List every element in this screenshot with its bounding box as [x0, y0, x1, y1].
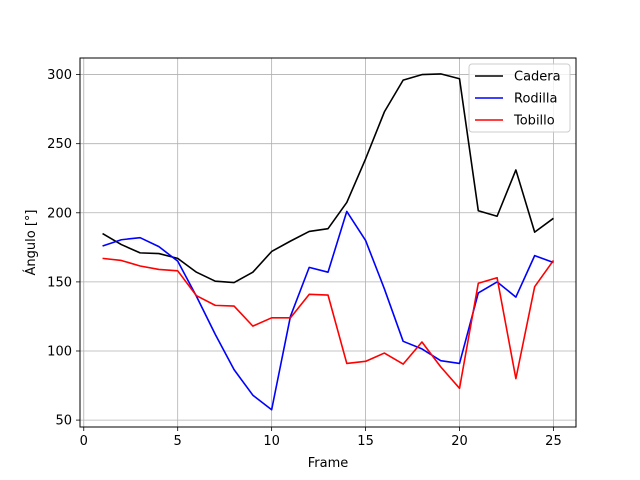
x-tick-label: 20	[451, 434, 468, 449]
y-tick-label: 200	[47, 206, 72, 221]
x-tick-label: 5	[174, 434, 182, 449]
series-line-tobillo	[102, 257, 555, 390]
legend-label-tobillo: Tobillo	[513, 114, 555, 129]
y-axis-label: Ángulo [°]	[23, 210, 39, 276]
y-axis-ticks: 50 100 150 200 250 300	[47, 68, 80, 429]
legend: Cadera Rodilla Tobillo	[468, 63, 571, 133]
x-tick-label: 15	[357, 434, 374, 449]
series-line-cadera	[102, 73, 554, 284]
y-tick-label: 100	[47, 344, 72, 359]
legend-box	[468, 63, 571, 133]
grid	[80, 58, 576, 427]
x-axis-ticks: 0 5 10 15 20 25	[80, 427, 562, 449]
y-tick-label: 50	[55, 414, 72, 429]
x-tick-label: 10	[263, 434, 280, 449]
series-layer	[102, 73, 555, 411]
x-tick-label: 0	[80, 434, 88, 449]
x-axis-label: Frame	[308, 456, 349, 471]
y-tick-label: 150	[47, 275, 72, 290]
legend-label-rodilla: Rodilla	[514, 92, 557, 107]
legend-label-cadera: Cadera	[514, 70, 561, 85]
plot-frame	[79, 57, 577, 428]
x-tick-label: 25	[545, 434, 562, 449]
y-tick-label: 250	[47, 137, 72, 152]
series-line-rodilla	[102, 210, 554, 411]
y-tick-label: 300	[47, 68, 72, 83]
